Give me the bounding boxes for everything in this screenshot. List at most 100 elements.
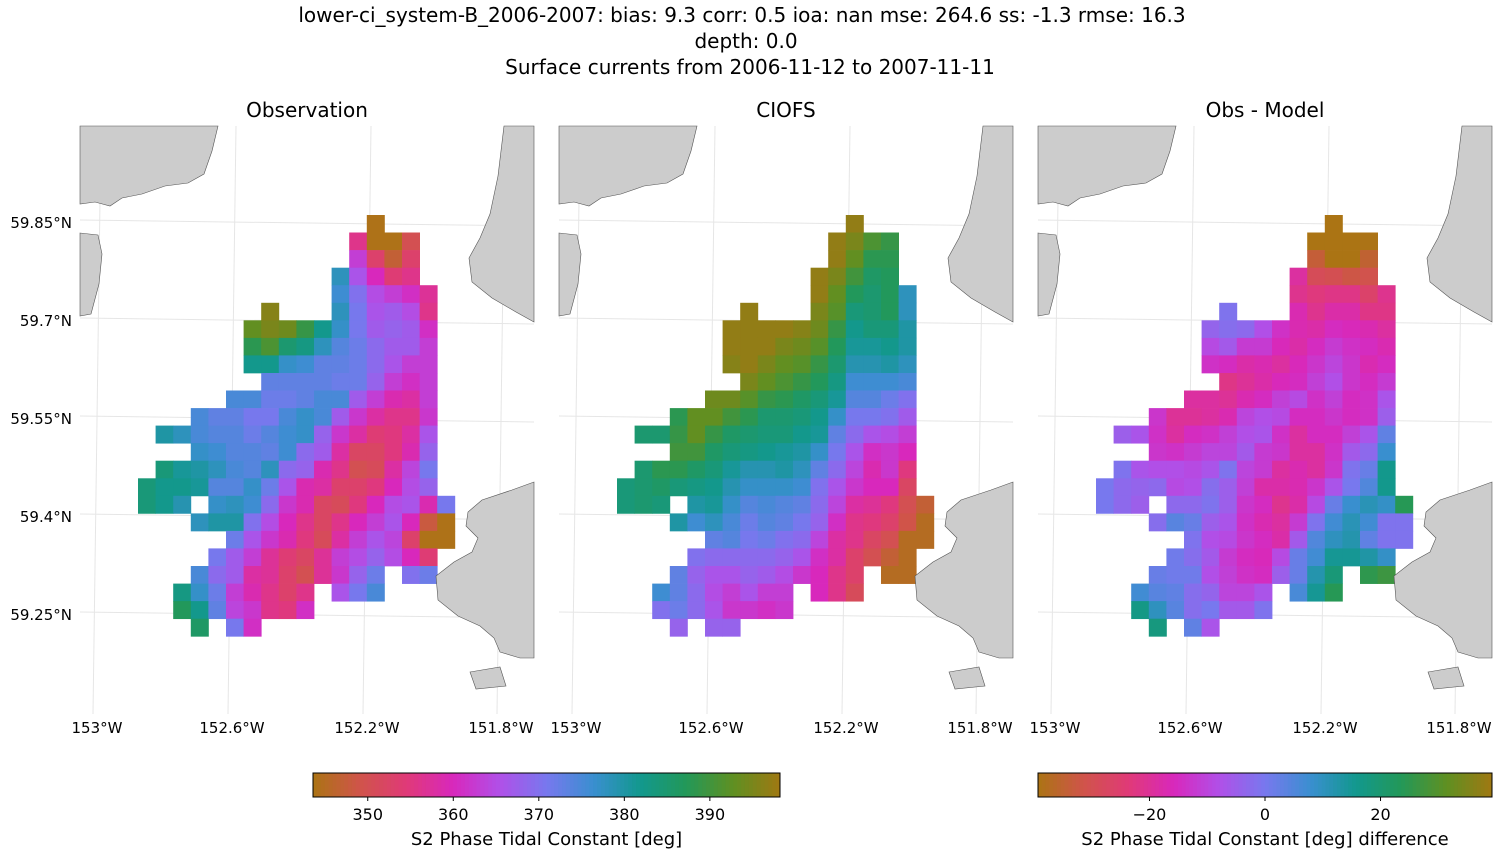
colorbar-segment [1439,773,1444,797]
colorbar-segment [1208,773,1213,797]
grid-cell [793,425,811,444]
colorbar-segment [1113,773,1118,797]
colorbar-segment [1041,773,1047,797]
grid-cell [1219,337,1238,356]
grid-cell [916,530,935,549]
grid-cell [243,320,262,339]
grid-cell [1219,478,1238,497]
grid-cell [296,566,315,584]
grid-cell [1360,408,1378,427]
colorbar-segment [1132,773,1137,797]
colorbar-segment [1204,773,1209,797]
grid-cell [793,408,811,427]
grid-cell [296,495,315,514]
grid-cell [652,583,671,602]
land-polygon [948,666,986,690]
colorbar-segment [1484,773,1489,797]
colorbar-segment [359,773,365,797]
grid-cell [1219,566,1238,584]
grid-cell [314,566,332,584]
grid-cell [1360,320,1378,339]
grid-cell [845,390,864,409]
longitude-gridline [92,125,102,715]
colorbar-segment [1230,773,1236,797]
grid-cell [1219,390,1238,409]
grid-cell [845,232,864,251]
grid-cell [366,390,385,409]
grid-cell [1201,425,1220,444]
colorbar-segment [406,773,411,797]
grid-cell [1113,425,1132,444]
colorbar-segment [1302,773,1308,797]
grid-cell [687,460,706,479]
colorbar-segment [499,773,505,797]
grid-cell [1148,460,1167,479]
colorbar-segment [1435,773,1440,797]
grid-cell [173,478,192,497]
grid-cell [402,425,420,444]
grid-cell [331,460,350,479]
grid-cell [331,390,350,409]
grid-cell [278,390,297,409]
grid-cell [757,320,776,339]
grid-cell [1219,548,1238,567]
grid-cell [775,443,794,462]
grid-cell [705,548,723,567]
grid-cell [1201,566,1220,584]
grid-cell [881,408,899,427]
grid-cell [1254,355,1273,374]
grid-cell [1219,320,1238,339]
colorbar-segment [320,773,326,797]
grid-cell [437,495,456,514]
grid-cell [349,355,368,374]
colorbar-segment [495,773,501,797]
colorbar-segment [1038,773,1043,797]
grid-cell [828,548,847,567]
colorbar-segment [748,773,754,797]
colorbar-segment [682,773,688,797]
grid-cell [1289,495,1308,514]
grid-cell [916,495,935,514]
grid-cell [243,495,262,514]
colorbar-segment [515,773,520,797]
grid-cell [722,530,741,549]
colorbar-segment [1295,773,1300,797]
grid-cell [687,443,706,462]
colorbar-segment [445,773,450,797]
colorbar-segment [1306,773,1311,797]
colorbar-segment [1370,773,1376,797]
colorbar-segment [313,773,318,797]
grid-cell [1289,443,1308,462]
colorbar-segment [453,773,458,797]
grid-cell [845,425,864,444]
grid-cell [845,355,864,374]
colorbar-segment [721,773,727,797]
grid-cell [1289,390,1308,409]
grid-cell [775,337,794,356]
colorbar-segment [1321,773,1327,797]
grid-cell [296,373,315,391]
grid-cell [349,232,368,251]
colorbar-segment [1374,773,1380,797]
colorbar-segment [332,773,337,797]
colorbar-segment [1257,773,1262,797]
land-polygon [558,125,698,207]
grid-cell [845,583,864,602]
grid-cell [331,302,350,321]
grid-cell [1148,566,1167,584]
grid-cell [898,548,917,567]
grid-cell [278,601,297,620]
grid-cell [419,495,438,514]
colorbar-segment [484,773,489,797]
colorbar-segment [1363,773,1368,797]
grid-cell [1377,513,1396,532]
grid-cell [1201,478,1220,497]
grid-cell [810,337,829,356]
grid-cell [1289,513,1308,532]
map-panel-2: CIOFS 153°W 152.6°W 152.2°W 151.8°W [551,98,1014,737]
grid-cell [384,495,403,514]
longitude-tick-label: 153°W [551,719,602,737]
grid-cell [1324,513,1343,532]
colorbar-segment [756,773,762,797]
grid-cell [384,302,403,321]
